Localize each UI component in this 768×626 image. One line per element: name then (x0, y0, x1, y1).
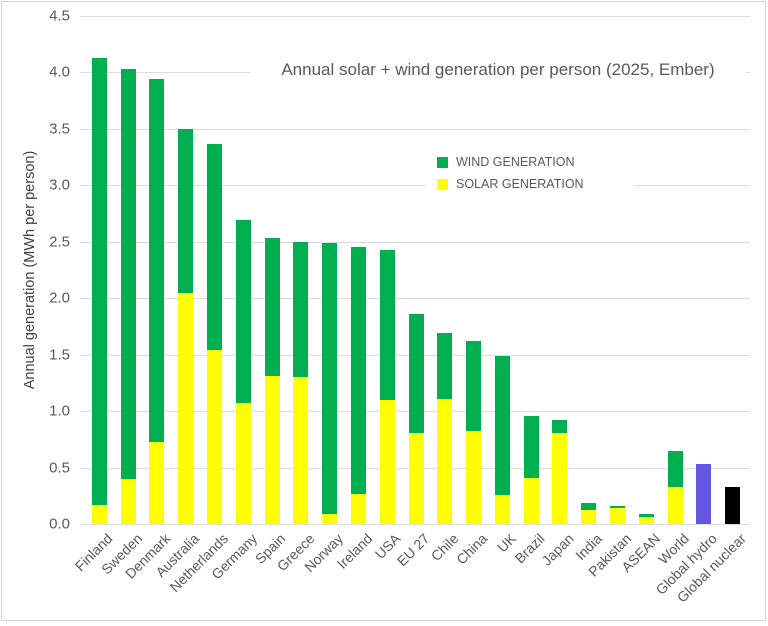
bar-denmark-solar (149, 441, 165, 524)
bar-germany-wind (235, 220, 251, 404)
y-tick-label-4.5: 4.5 (49, 7, 70, 25)
bar-spain-wind (264, 238, 280, 377)
bar-pakistan-solar (609, 508, 625, 524)
bar-brazil-solar (523, 477, 539, 524)
bar-australia-wind (178, 128, 194, 293)
gridline-3.0 (80, 185, 750, 187)
bar-japan-wind (552, 420, 568, 433)
y-tick-label-1.0: 1.0 (49, 402, 70, 420)
bar-world-wind (667, 450, 683, 487)
bar-india-wind (581, 502, 597, 511)
gridline-4.5 (80, 16, 750, 17)
y-tick-label-2.0: 2.0 (49, 289, 70, 307)
bar-global-nuclear-value (725, 486, 741, 524)
chart-title: Annual solar + wind generation per perso… (250, 57, 746, 83)
bar-norway-solar (322, 513, 338, 524)
bar-chile-solar (437, 398, 453, 524)
bar-uk-wind (494, 355, 510, 495)
bar-asean-wind (638, 513, 654, 518)
y-tick-label-0.5: 0.5 (49, 459, 70, 477)
bar-china-solar (466, 431, 482, 524)
plot-area (80, 16, 750, 525)
bar-world-solar (667, 486, 683, 524)
y-tick-label-3.5: 3.5 (49, 120, 70, 138)
bar-greece-solar (293, 377, 309, 524)
bar-ireland-wind (350, 247, 366, 494)
gridline-3.5 (80, 128, 750, 130)
legend: WIND GENERATION SOLAR GENERATION (425, 150, 634, 197)
bar-denmark-wind (149, 79, 165, 442)
bar-japan-solar (552, 432, 568, 524)
y-tick-label-4.0: 4.0 (49, 63, 70, 81)
gridline-2.0 (80, 298, 750, 300)
bar-global-hydro-value (696, 464, 712, 524)
x-tick-label-japan: Japan (538, 530, 577, 569)
bar-norway-wind (322, 242, 338, 514)
bar-greece-wind (293, 241, 309, 378)
x-tick-label-china: China (452, 530, 491, 568)
x-tick-label-eu-27: EU 27 (393, 530, 433, 570)
bar-netherlands-solar (207, 350, 223, 524)
bar-sweden-wind (120, 69, 136, 479)
wind-color-swatch-icon (437, 157, 448, 168)
bar-eu-27-solar (408, 432, 424, 524)
bar-netherlands-wind (207, 143, 223, 351)
bar-eu-27-wind (408, 314, 424, 433)
bar-chile-wind (437, 333, 453, 399)
solar-color-swatch-icon (437, 179, 448, 190)
y-tick-label-2.5: 2.5 (49, 233, 70, 251)
y-tick-label-0.0: 0.0 (49, 515, 70, 533)
bar-ireland-solar (350, 493, 366, 524)
bar-brazil-wind (523, 415, 539, 478)
bar-australia-solar (178, 292, 194, 524)
bar-pakistan-wind (609, 505, 625, 509)
bar-asean-solar (638, 517, 654, 524)
y-tick-label-1.5: 1.5 (49, 346, 70, 364)
bar-sweden-solar (120, 478, 136, 524)
legend-item-solar: SOLAR GENERATION (437, 178, 584, 191)
bar-spain-solar (264, 376, 280, 524)
gridline-0.0 (80, 524, 750, 525)
bar-usa-solar (379, 399, 395, 524)
legend-label: WIND GENERATION (456, 155, 575, 170)
bar-uk-solar (494, 494, 510, 524)
bar-china-wind (466, 341, 482, 432)
bar-india-solar (581, 510, 597, 524)
bar-usa-wind (379, 249, 395, 400)
y-tick-label-3.0: 3.0 (49, 176, 70, 194)
bar-germany-solar (235, 403, 251, 524)
bar-finland-wind (91, 57, 107, 505)
legend-label: SOLAR GENERATION (456, 177, 584, 192)
gridline-2.5 (80, 241, 750, 243)
legend-item-wind: WIND GENERATION (437, 156, 584, 169)
bar-finland-solar (91, 504, 107, 524)
